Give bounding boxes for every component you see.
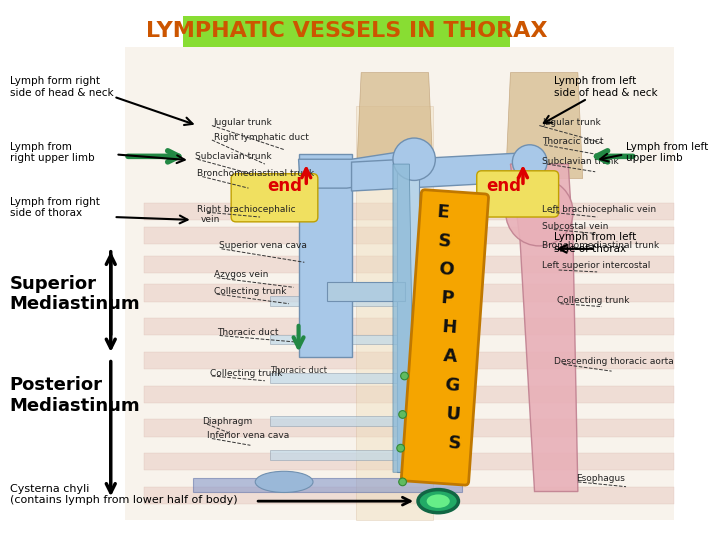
Bar — [145, 352, 674, 369]
Polygon shape — [270, 373, 400, 383]
Polygon shape — [351, 152, 530, 191]
Text: E: E — [436, 203, 450, 221]
Text: Subclavian trunk: Subclavian trunk — [194, 152, 271, 161]
Polygon shape — [270, 416, 400, 426]
Polygon shape — [270, 296, 400, 306]
Bar — [145, 227, 674, 244]
Polygon shape — [397, 164, 419, 472]
Polygon shape — [270, 450, 400, 460]
Text: Inferior vena cava: Inferior vena cava — [207, 431, 289, 440]
Text: Lymph from
right upper limb: Lymph from right upper limb — [9, 141, 94, 163]
Text: A: A — [443, 347, 458, 366]
Bar — [145, 487, 674, 504]
Text: Diaphragm: Diaphragm — [202, 417, 253, 426]
Circle shape — [393, 138, 436, 180]
Text: U: U — [445, 405, 461, 424]
Text: Superior
Mediastinum: Superior Mediastinum — [9, 275, 140, 314]
Ellipse shape — [427, 495, 450, 508]
Text: Esophagus: Esophagus — [576, 475, 625, 483]
FancyBboxPatch shape — [183, 16, 510, 46]
Circle shape — [400, 372, 408, 380]
Text: Lymph from left
side of head & neck: Lymph from left side of head & neck — [554, 76, 657, 98]
Text: Superior vena cava: Superior vena cava — [219, 241, 307, 251]
Text: P: P — [440, 289, 454, 308]
Text: Left superior intercostal: Left superior intercostal — [542, 261, 651, 269]
Text: G: G — [444, 376, 460, 395]
Circle shape — [397, 444, 405, 452]
Text: Collecting trunk: Collecting trunk — [210, 369, 282, 377]
Bar — [145, 255, 674, 273]
Bar — [193, 478, 462, 491]
Text: Jugular trunk: Jugular trunk — [214, 118, 273, 127]
FancyBboxPatch shape — [231, 174, 318, 222]
Polygon shape — [299, 154, 351, 357]
Bar — [356, 106, 433, 521]
Polygon shape — [356, 72, 433, 179]
Text: H: H — [441, 318, 457, 338]
Bar — [145, 419, 674, 437]
Text: Thoracic duct: Thoracic duct — [542, 137, 604, 146]
Text: Right brachiocephalic: Right brachiocephalic — [197, 205, 296, 214]
Text: end: end — [486, 177, 521, 195]
Bar — [145, 318, 674, 335]
Text: Lymph from left
upper limb: Lymph from left upper limb — [626, 141, 708, 163]
Polygon shape — [270, 334, 400, 344]
Ellipse shape — [255, 471, 313, 492]
Text: Collecting trunk: Collecting trunk — [557, 296, 629, 305]
Polygon shape — [505, 72, 582, 179]
Circle shape — [399, 478, 406, 486]
Text: Collecting trunk: Collecting trunk — [214, 287, 286, 296]
Bar — [145, 285, 674, 302]
Text: Thoracic duct: Thoracic duct — [217, 328, 278, 337]
Text: Left brachiocephalic vein: Left brachiocephalic vein — [542, 205, 657, 214]
Text: Thoracic duct: Thoracic duct — [270, 366, 327, 375]
Circle shape — [505, 179, 573, 246]
Text: Subcostal vein: Subcostal vein — [542, 222, 608, 231]
FancyBboxPatch shape — [477, 171, 559, 217]
Text: LYMPHATIC VESSELS IN THORAX: LYMPHATIC VESSELS IN THORAX — [146, 21, 547, 41]
Polygon shape — [299, 150, 414, 188]
Text: O: O — [438, 260, 454, 280]
Text: Bronchomediastinal trunk: Bronchomediastinal trunk — [197, 169, 315, 178]
FancyBboxPatch shape — [402, 190, 488, 485]
Text: Descending thoracic aorta: Descending thoracic aorta — [554, 357, 673, 366]
Text: Posterior
Mediastinum: Posterior Mediastinum — [9, 376, 140, 415]
Text: Bronchomediastinal trunk: Bronchomediastinal trunk — [542, 241, 660, 251]
Text: S: S — [448, 434, 462, 453]
Text: Cysterna chyli
(contains lymph from lower half of body): Cysterna chyli (contains lymph from lowe… — [9, 484, 238, 505]
Circle shape — [513, 145, 547, 179]
Text: Jugular trunk: Jugular trunk — [542, 118, 601, 127]
Bar — [145, 386, 674, 403]
Text: Azygos vein: Azygos vein — [214, 271, 268, 279]
Text: Right lymphatic duct: Right lymphatic duct — [214, 133, 309, 141]
Bar — [145, 453, 674, 470]
Bar — [145, 202, 674, 220]
Polygon shape — [328, 281, 405, 301]
Bar — [125, 46, 674, 521]
Text: S: S — [437, 232, 451, 251]
Circle shape — [399, 410, 406, 418]
Text: vein: vein — [200, 215, 220, 225]
Ellipse shape — [418, 490, 459, 512]
Text: Lymph form right
side of head & neck: Lymph form right side of head & neck — [9, 76, 113, 98]
Text: Lymph from right
side of thorax: Lymph from right side of thorax — [9, 197, 99, 218]
Text: Subclavian trunk: Subclavian trunk — [542, 157, 619, 166]
Text: end: end — [268, 177, 302, 195]
Polygon shape — [510, 164, 578, 491]
Text: Lymph from left
side of thorax: Lymph from left side of thorax — [554, 232, 636, 254]
Polygon shape — [393, 164, 414, 472]
